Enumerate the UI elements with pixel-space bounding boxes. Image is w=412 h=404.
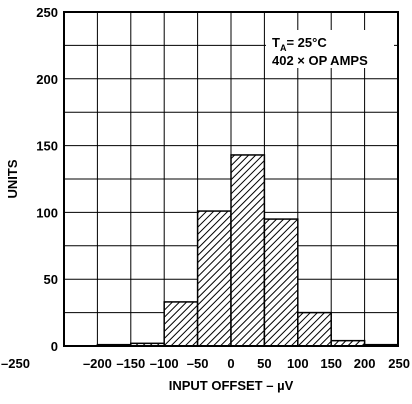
annotation-t: T bbox=[272, 35, 280, 50]
plot-frame bbox=[63, 11, 399, 347]
x-tick-label: –150 bbox=[116, 356, 145, 371]
annotation-box: TA= 25°C 402 × OP AMPS bbox=[266, 30, 394, 68]
x-tick-label: 100 bbox=[287, 356, 309, 371]
x-axis-title: INPUT OFFSET – µV bbox=[169, 378, 294, 393]
histogram-bar bbox=[263, 218, 299, 347]
y-tick-label: 150 bbox=[36, 139, 58, 154]
y-tick-labels: 0 50 100 150 200 250 bbox=[36, 5, 58, 354]
x-tick-label: 0 bbox=[227, 356, 234, 371]
y-tick-label: 50 bbox=[44, 272, 58, 287]
y-tick-label: 200 bbox=[36, 72, 58, 87]
y-tick-label: 0 bbox=[51, 339, 58, 354]
annotation-subscript: A bbox=[280, 43, 287, 53]
histogram-bars bbox=[96, 154, 399, 347]
annotation-sample-count: 402 × OP AMPS bbox=[272, 53, 368, 68]
histogram-bar bbox=[297, 311, 332, 347]
x-tick-label: –250 bbox=[1, 356, 30, 371]
x-tick-label: –100 bbox=[150, 356, 179, 371]
x-tick-label: –50 bbox=[187, 356, 209, 371]
histogram-bar bbox=[196, 210, 232, 347]
x-tick-label: 200 bbox=[354, 356, 376, 371]
histogram-bar bbox=[163, 301, 199, 347]
histogram-bar bbox=[230, 154, 266, 347]
annotation-temperature: TA= 25°C bbox=[272, 35, 327, 53]
x-tick-label: 250 bbox=[388, 356, 410, 371]
x-tick-label: 150 bbox=[320, 356, 342, 371]
annotation-temp-value: = 25°C bbox=[286, 35, 327, 50]
x-tick-labels: –250 –200 –150 –100 –50 0 50 100 150 200 250 bbox=[1, 356, 410, 371]
y-axis-title: UNITS bbox=[5, 159, 20, 198]
x-tick-label: –200 bbox=[83, 356, 112, 371]
y-tick-label: 250 bbox=[36, 5, 58, 20]
y-tick-label: 100 bbox=[36, 205, 58, 220]
x-tick-label: 50 bbox=[257, 356, 271, 371]
